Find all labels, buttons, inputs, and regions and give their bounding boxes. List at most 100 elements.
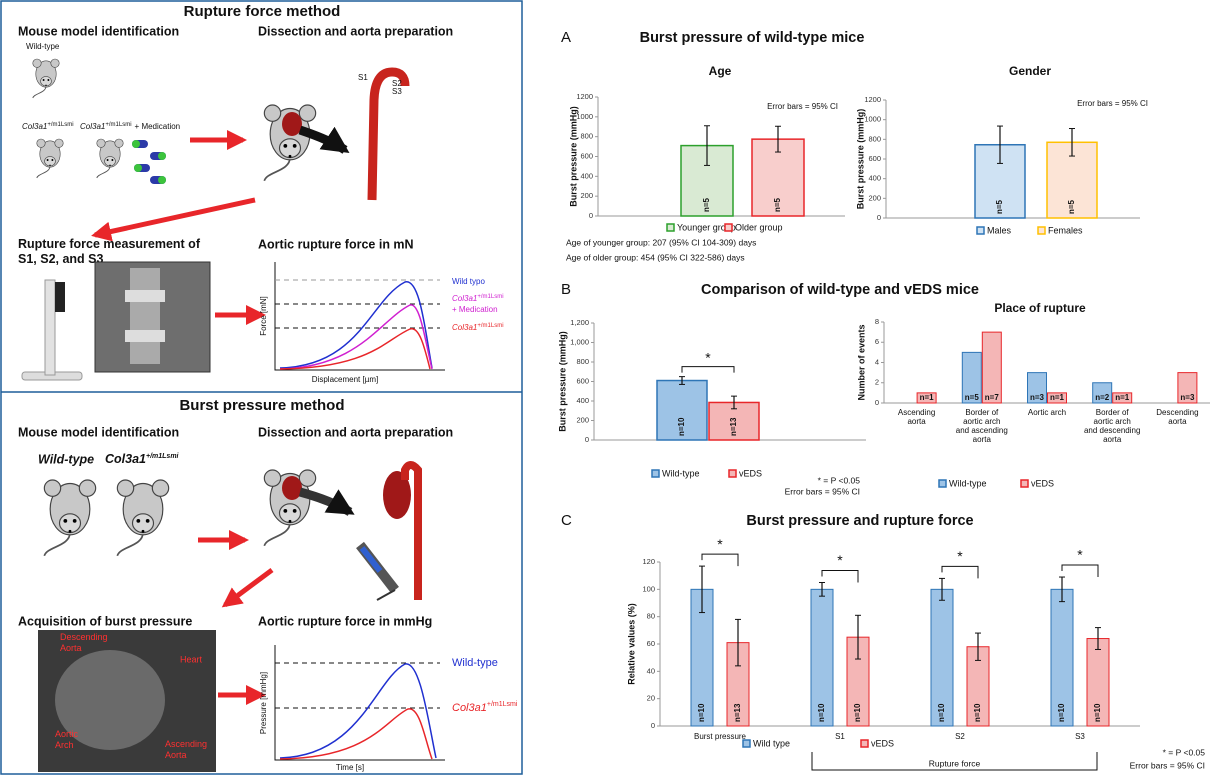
bar	[1112, 392, 1133, 404]
label: Col3a1+/m1Lsmi	[22, 122, 74, 132]
y-tick-label: 400	[580, 171, 593, 180]
chart-title: Age	[709, 64, 732, 78]
y-tick-label: 20	[647, 694, 655, 703]
heading: Aortic rupture force in mmHg	[258, 614, 432, 628]
significance-label: *	[717, 536, 723, 552]
y-tick-label: 0	[589, 211, 593, 220]
axis-label: Time [s]	[336, 763, 364, 772]
panel-heading: Burst pressure and rupture force	[746, 513, 973, 529]
section-title: Rupture force method	[184, 3, 341, 20]
mouse-icon	[32, 58, 60, 99]
bar	[961, 351, 982, 404]
y-axis-label: Relative values (%)	[626, 603, 636, 685]
arrow	[298, 487, 355, 516]
allele: +/m1Lsmi	[477, 323, 503, 329]
significance-bracket	[681, 366, 735, 373]
chart-title: Place of rupture	[994, 301, 1086, 315]
y-tick-label: 200	[576, 415, 589, 424]
significance-bracket	[1061, 564, 1099, 578]
gene: Col3a1	[452, 294, 477, 303]
bar	[981, 331, 1002, 404]
note: Error bars = 95% CI	[785, 486, 860, 496]
mouse-icon	[43, 479, 97, 557]
y-tick-label: 1200	[576, 92, 593, 101]
panel-heading: Burst pressure of wild-type mice	[640, 30, 865, 46]
bar	[1047, 392, 1067, 404]
y-tick-label: 0	[877, 213, 881, 222]
legend-label: Wild-type	[949, 478, 987, 488]
schematic-graph	[274, 645, 445, 761]
significance-label: *	[1077, 547, 1083, 563]
legend-label: Wild-type	[662, 468, 700, 478]
y-tick-label: 1000	[864, 115, 881, 124]
legend-label: vEDS	[871, 738, 894, 748]
n-label: n=10	[973, 703, 982, 722]
axis-label: Displacement [µm]	[312, 375, 378, 384]
segment-label: S3	[392, 87, 402, 96]
y-tick-label: 600	[580, 151, 593, 160]
chart-title: Gender	[1009, 64, 1051, 78]
bar	[916, 392, 937, 404]
y-tick-label: 2	[875, 378, 879, 387]
legend-label: Older group	[735, 222, 783, 232]
n-label: n=10	[1057, 703, 1066, 722]
curve-label: Wild-type	[452, 657, 498, 669]
note: Error bars = 95% CI	[1077, 99, 1148, 108]
photo-detail	[55, 650, 165, 750]
bar	[1092, 382, 1113, 404]
y-tick-label: 0	[875, 398, 879, 407]
n-label: n=5	[965, 393, 980, 402]
x-tick-label: S3	[1075, 732, 1085, 741]
y-tick-label: 6	[875, 337, 879, 346]
gene: Col3a1	[22, 122, 47, 131]
y-tick-label: 0	[585, 435, 589, 444]
significance-label: *	[837, 552, 843, 568]
legend-label: Younger group	[677, 222, 736, 232]
heart-syringe	[356, 461, 422, 601]
n-label: n=10	[1093, 703, 1102, 722]
segment-label: S1	[358, 73, 368, 82]
y-tick-label: 200	[868, 193, 881, 202]
n-label: n=3	[1030, 393, 1045, 402]
legend-swatch	[728, 469, 737, 478]
n-label: n=13	[733, 703, 742, 722]
legend-swatch	[1020, 479, 1029, 488]
y-tick-label: 400	[868, 174, 881, 183]
label: Col3a1+/m1Lsmi	[105, 452, 180, 466]
y-tick-label: 600	[868, 154, 881, 163]
bar	[1027, 372, 1047, 404]
significance-bracket	[821, 570, 859, 583]
x-tick-label: Border of aortic arch and descending aorta	[1084, 408, 1141, 444]
significance-label: *	[957, 548, 963, 564]
legend-swatch	[860, 739, 869, 748]
y-tick-label: 800	[576, 357, 589, 366]
n-label: n=10	[937, 703, 946, 722]
y-axis-label: Burst pressure (mmHg)	[855, 109, 865, 210]
n-label: n=5	[995, 199, 1004, 214]
label: Col3a1+/m1Lsmi + Medication	[80, 122, 180, 132]
pills	[132, 140, 166, 184]
footnote: Age of older group: 454 (95% CI 322-586)…	[566, 252, 745, 262]
aorta	[367, 67, 410, 201]
device-photo	[21, 261, 211, 381]
note: Error bars = 95% CI	[767, 102, 838, 111]
y-tick-label: 8	[875, 317, 879, 326]
x-tick-label: S2	[955, 732, 965, 741]
group-label: Rupture force	[929, 758, 981, 768]
x-tick-label: Ascending aorta	[898, 408, 935, 426]
y-tick-label: 1000	[576, 112, 593, 121]
gene: Col3a1	[452, 702, 487, 714]
n-label: n=5	[702, 197, 711, 212]
y-tick-label: 120	[642, 557, 655, 566]
legend-label: vEDS	[1031, 478, 1054, 488]
mouse-icon	[116, 479, 170, 557]
label: Wild-type	[38, 452, 94, 466]
curve-label: Col3a1+/m1Lsmi	[452, 294, 504, 304]
arrow	[298, 125, 350, 154]
n-label: n=13	[729, 417, 738, 436]
curve-label: + Medication	[452, 305, 498, 314]
heading: Mouse model identification	[18, 425, 179, 439]
y-tick-label: 1200	[864, 95, 881, 104]
legend-swatch	[976, 226, 985, 235]
